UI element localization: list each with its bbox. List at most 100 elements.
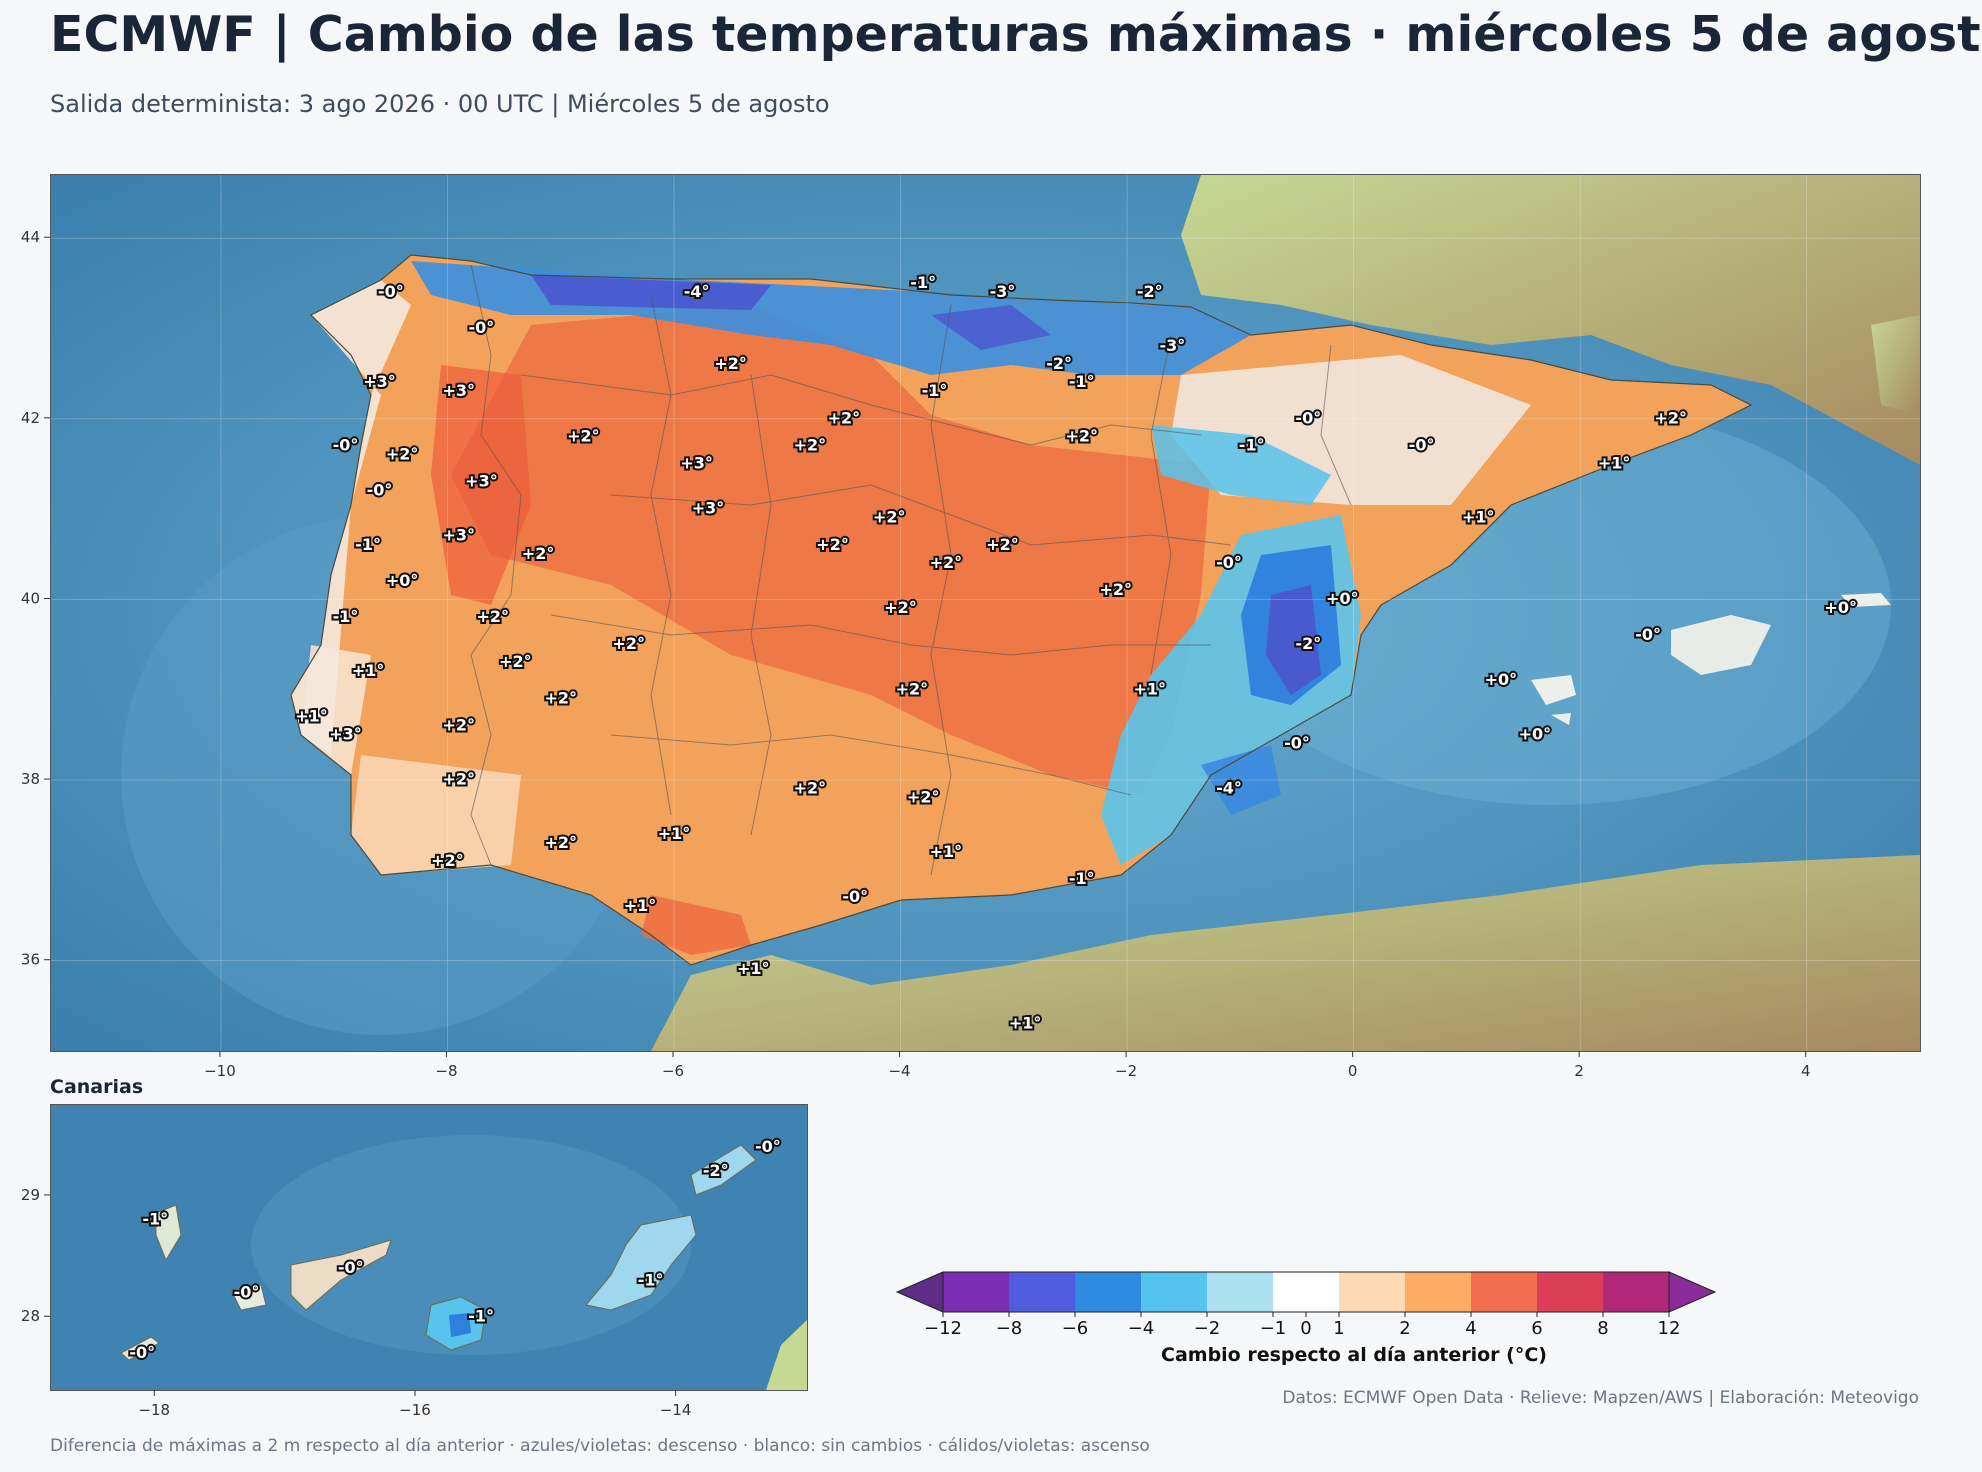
colorbar-tick-label: −4	[1128, 1318, 1155, 1339]
temperature-label: +3°	[329, 724, 362, 743]
temperature-label: -0°	[469, 318, 495, 337]
temperature-label: -2°	[1295, 634, 1321, 653]
colorbar-tick-label: −1	[1260, 1318, 1287, 1339]
temperature-label: -1°	[142, 1210, 168, 1229]
temperature-label: +1°	[737, 959, 770, 978]
temperature-label: -1°	[638, 1270, 664, 1289]
temperature-label: -0°	[1409, 435, 1435, 454]
page-title: ECMWF | Cambio de las temperaturas máxim…	[50, 6, 1982, 63]
colorbar-tick-label: −6	[1062, 1318, 1089, 1339]
colorbar-segment	[1075, 1272, 1141, 1312]
temperature-label: +0°	[1519, 724, 1552, 743]
colorbar-segment	[1141, 1272, 1207, 1312]
y-tick-label: 36	[21, 951, 40, 969]
temperature-label: -0°	[367, 481, 393, 500]
temperature-label: -1°	[1239, 435, 1265, 454]
temperature-label: +2°	[828, 408, 861, 427]
temperature-label: -4°	[1216, 779, 1242, 798]
france-land	[1181, 175, 1920, 465]
formentera-island	[1551, 713, 1571, 725]
temperature-label: +0°	[1326, 589, 1359, 608]
shallow-sea	[251, 1135, 691, 1355]
x-tick-label: −10	[204, 1062, 236, 1080]
temperature-label: +3°	[692, 499, 725, 518]
temperature-label: +2°	[567, 426, 600, 445]
colorbar-tick-label: −8	[996, 1318, 1023, 1339]
colorbar-segment	[1405, 1272, 1471, 1312]
main-map[interactable]: -0° -0° -4° -1° -3° -2° -3° -2° -1° -1° +3° +3° +2° +…	[50, 174, 1921, 1052]
temperature-label: -3°	[1160, 336, 1186, 355]
x-tick-label: 2	[1574, 1062, 1584, 1080]
colorbar-extension-high	[1668, 1271, 1717, 1313]
temperature-label: +2°	[476, 607, 509, 626]
temperature-label: +2°	[443, 770, 476, 789]
x-tick-label: 4	[1801, 1062, 1811, 1080]
cool-zone-east	[1151, 425, 1331, 505]
colorbar-tick-label: −12	[924, 1318, 962, 1339]
temperature-label: +2°	[816, 535, 849, 554]
colorbar-extension-low	[895, 1271, 944, 1313]
iberia-coastline	[290, 254, 1753, 966]
colorbar-segment	[1537, 1272, 1603, 1312]
temperature-label: +0°	[1485, 670, 1518, 689]
temperature-label: +1°	[930, 842, 963, 861]
fuerteventura-island	[585, 1214, 697, 1311]
temperature-label: +1°	[295, 706, 328, 725]
temperature-label: +2°	[907, 788, 940, 807]
temperature-label: +2°	[896, 679, 929, 698]
temperature-label: -1°	[355, 535, 381, 554]
lanzarote-island	[690, 1144, 757, 1196]
temperature-label: -1°	[468, 1307, 494, 1326]
temperature-label: +2°	[612, 634, 645, 653]
temperature-label: +3°	[363, 372, 396, 391]
temperature-label: -0°	[234, 1282, 260, 1301]
temperature-label: -1°	[910, 273, 936, 292]
temperature-label: +2°	[930, 553, 963, 572]
colorbar-segment	[1009, 1272, 1075, 1312]
temperature-label: -0°	[1635, 625, 1661, 644]
cool-zone-east	[1201, 745, 1281, 815]
gomera-island	[230, 1284, 267, 1311]
temperature-label: +2°	[794, 779, 827, 798]
temperature-label: -4°	[684, 282, 710, 301]
temperature-label: -0°	[333, 435, 359, 454]
temperature-label: -0°	[129, 1343, 155, 1362]
temperature-label: -1°	[922, 381, 948, 400]
temperature-label: +2°	[873, 508, 906, 527]
canarias-inset-map[interactable]: -0° -2° -1° -0° -0° -1° -1° -0°	[50, 1104, 808, 1391]
tenerife-island	[290, 1239, 392, 1311]
page-subtitle: Salida determinista: 3 ago 2026 · 00 UTC…	[50, 90, 830, 118]
temperature-label: +0°	[1824, 598, 1857, 617]
colorbar-tick-label: −2	[1194, 1318, 1221, 1339]
temperature-label: -0°	[755, 1137, 781, 1156]
y-tick-label: 44	[21, 228, 40, 246]
temperature-label: +0°	[386, 571, 419, 590]
temperature-label: -1°	[333, 607, 359, 626]
colorbar-tick-label: 12	[1658, 1318, 1681, 1339]
x-tick-label: −8	[435, 1062, 457, 1080]
temperature-label: +3°	[443, 526, 476, 545]
temperature-label: +3°	[465, 472, 498, 491]
temperature-label: +2°	[443, 715, 476, 734]
temperature-label: +1°	[1009, 1013, 1042, 1032]
temperature-label: +2°	[1066, 426, 1099, 445]
cool-zone-north	[531, 275, 771, 310]
region-borders	[470, 264, 1352, 876]
colorbar-tick-label: 1	[1333, 1318, 1344, 1339]
temperature-label: -1°	[1069, 869, 1095, 888]
temperature-label: -2°	[1137, 282, 1163, 301]
x-tick-label: 0	[1348, 1062, 1358, 1080]
temperature-label: +2°	[522, 544, 555, 563]
temperature-label: +2°	[986, 535, 1019, 554]
colorbar-tick-label: 0	[1300, 1318, 1311, 1339]
sardinia-land	[1871, 315, 1920, 415]
colorbar-tick-label: 8	[1597, 1318, 1608, 1339]
temperature-label: -0°	[378, 282, 404, 301]
colorbar: −12 −8 −6 −4 −2 −1 0 1 2 4 6 8 12	[895, 1271, 1717, 1339]
colorbar-tick-label: 2	[1399, 1318, 1410, 1339]
temperature-label: +2°	[386, 444, 419, 463]
credits: Datos: ECMWF Open Data · Relieve: Mapzen…	[1282, 1388, 1919, 1408]
colorbar-segment	[1339, 1272, 1405, 1312]
colorbar-segment	[943, 1272, 1009, 1312]
